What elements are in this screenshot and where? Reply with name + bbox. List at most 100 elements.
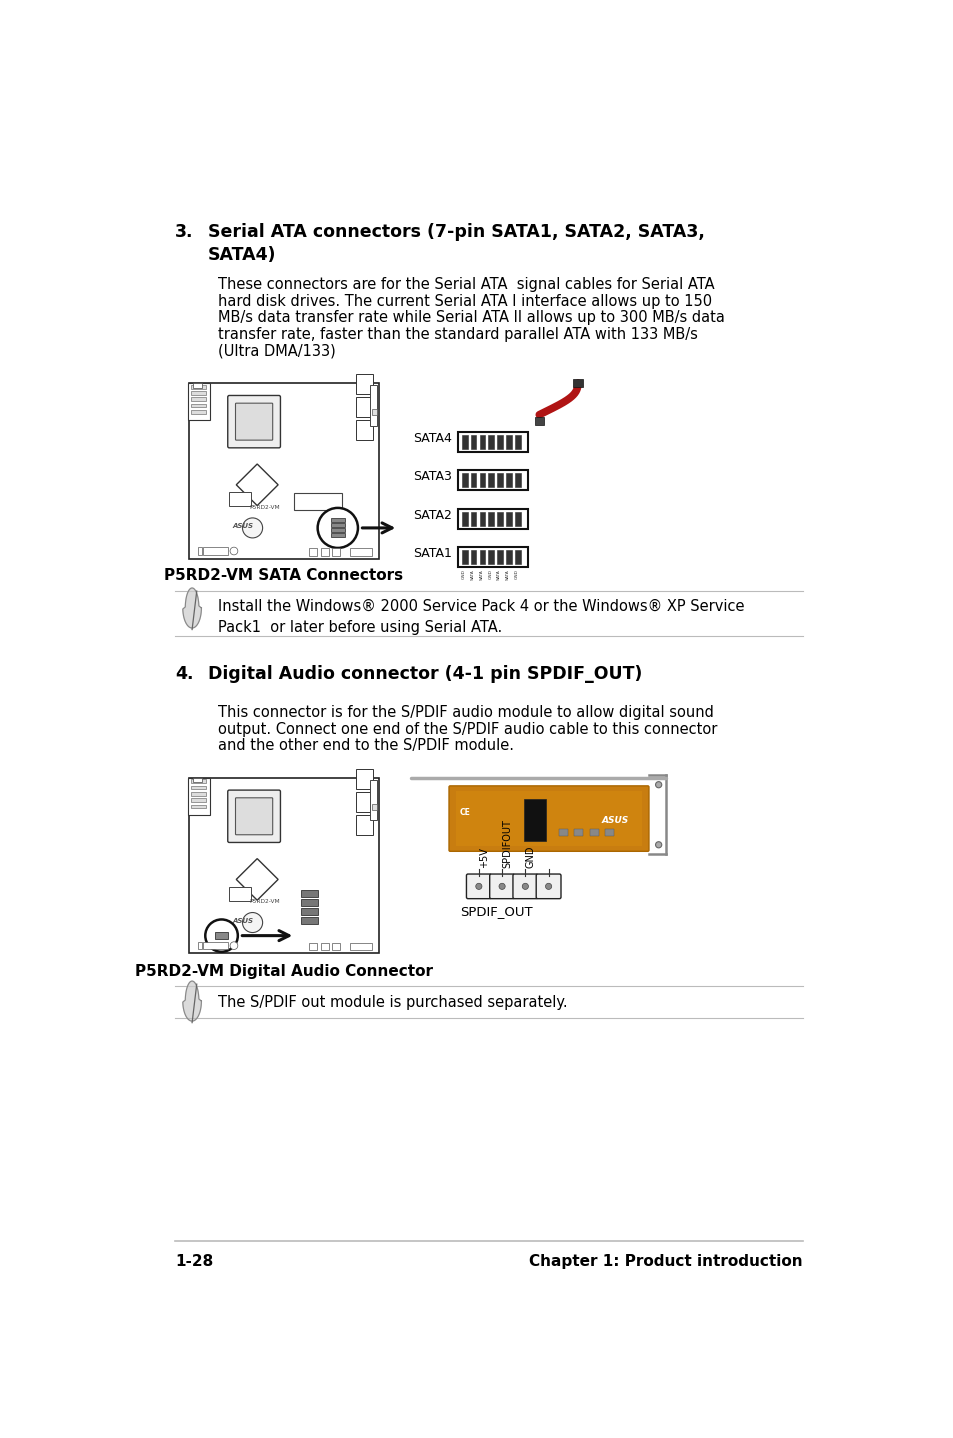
Text: Install the Windows® 2000 Service Pack 4 or the Windows® XP Service
Pack1  or la: Install the Windows® 2000 Service Pack 4… xyxy=(217,598,743,634)
Circle shape xyxy=(655,782,661,788)
Bar xyxy=(301,890,318,897)
Bar xyxy=(573,380,582,387)
Bar xyxy=(470,551,476,564)
Circle shape xyxy=(242,518,262,538)
Bar xyxy=(589,828,598,837)
Text: SATA4: SATA4 xyxy=(413,431,452,444)
Bar xyxy=(331,533,344,536)
Bar xyxy=(229,492,251,506)
Bar xyxy=(505,512,512,526)
Bar xyxy=(574,828,583,837)
Bar xyxy=(355,815,373,835)
Bar xyxy=(188,778,210,815)
Bar xyxy=(355,374,373,394)
Text: SATA2: SATA2 xyxy=(413,509,452,522)
Polygon shape xyxy=(183,981,201,1021)
Bar xyxy=(191,785,206,789)
Bar xyxy=(497,434,502,449)
FancyBboxPatch shape xyxy=(536,874,560,899)
Circle shape xyxy=(230,548,237,555)
Text: GND: GND xyxy=(461,569,465,580)
FancyBboxPatch shape xyxy=(228,789,280,843)
Text: ASUS: ASUS xyxy=(233,523,253,529)
Bar xyxy=(332,942,340,951)
Bar xyxy=(488,434,494,449)
Bar xyxy=(515,434,520,449)
Bar xyxy=(461,434,467,449)
Bar xyxy=(191,798,206,802)
Bar xyxy=(332,548,340,555)
Bar xyxy=(470,434,476,449)
Bar xyxy=(505,473,512,487)
Bar xyxy=(309,548,316,555)
Bar xyxy=(461,512,467,526)
Bar xyxy=(488,473,494,487)
Text: MB/s data transfer rate while Serial ATA II allows up to 300 MB/s data: MB/s data transfer rate while Serial ATA… xyxy=(217,311,723,325)
Bar xyxy=(479,473,485,487)
Circle shape xyxy=(205,919,237,952)
Bar xyxy=(191,779,206,784)
Text: 4.: 4. xyxy=(174,664,193,683)
Text: Serial ATA connectors (7-pin SATA1, SATA2, SATA3,
SATA4): Serial ATA connectors (7-pin SATA1, SATA… xyxy=(208,223,703,265)
Bar xyxy=(457,470,527,490)
Bar xyxy=(488,551,494,564)
Text: 1-28: 1-28 xyxy=(174,1254,213,1268)
Polygon shape xyxy=(236,858,278,900)
Polygon shape xyxy=(236,464,278,506)
FancyBboxPatch shape xyxy=(489,874,514,899)
Text: SATA: SATA xyxy=(505,569,510,581)
Bar xyxy=(470,512,476,526)
Text: CE: CE xyxy=(459,808,470,817)
Text: GND: GND xyxy=(488,569,492,580)
Circle shape xyxy=(545,883,551,890)
FancyBboxPatch shape xyxy=(449,785,648,851)
Bar xyxy=(523,798,545,841)
Bar xyxy=(191,391,206,395)
Bar xyxy=(191,410,206,414)
Bar xyxy=(193,778,202,782)
Bar xyxy=(497,473,502,487)
Bar xyxy=(470,473,476,487)
Text: +5V: +5V xyxy=(478,847,488,869)
Bar xyxy=(497,512,502,526)
Text: SATA: SATA xyxy=(479,569,483,581)
Text: P5RD2-VM Digital Audio Connector: P5RD2-VM Digital Audio Connector xyxy=(134,963,433,979)
Text: P5RD2-VM: P5RD2-VM xyxy=(250,505,280,510)
Bar xyxy=(488,512,494,526)
Text: transfer rate, faster than the standard parallel ATA with 133 MB/s: transfer rate, faster than the standard … xyxy=(217,326,697,342)
Circle shape xyxy=(242,913,262,933)
Bar xyxy=(320,548,328,555)
Text: output. Connect one end of the S/PDIF audio cable to this connector: output. Connect one end of the S/PDIF au… xyxy=(217,722,717,736)
Bar xyxy=(198,942,202,949)
Bar xyxy=(198,548,202,555)
Text: SATA: SATA xyxy=(470,569,474,581)
Circle shape xyxy=(476,883,481,890)
Circle shape xyxy=(521,883,528,890)
Bar xyxy=(461,551,467,564)
Text: The S/PDIF out module is purchased separately.: The S/PDIF out module is purchased separ… xyxy=(217,995,567,1009)
Bar xyxy=(309,942,316,951)
FancyBboxPatch shape xyxy=(235,403,273,440)
Bar xyxy=(355,397,373,417)
Bar xyxy=(294,493,341,510)
Bar xyxy=(355,768,373,788)
Bar xyxy=(604,828,614,837)
Bar xyxy=(355,792,373,811)
Bar xyxy=(331,528,344,532)
Bar xyxy=(372,410,376,416)
Bar xyxy=(457,509,527,529)
Text: SPDIF_OUT: SPDIF_OUT xyxy=(459,905,532,917)
Bar xyxy=(191,404,206,407)
Bar xyxy=(456,791,641,847)
Text: GND: GND xyxy=(525,846,535,869)
Bar xyxy=(229,887,251,902)
Polygon shape xyxy=(183,588,201,628)
Bar xyxy=(457,548,527,567)
Bar xyxy=(457,431,527,452)
Text: hard disk drives. The current Serial ATA I interface allows up to 150: hard disk drives. The current Serial ATA… xyxy=(217,293,711,309)
Text: SATA: SATA xyxy=(497,569,500,581)
Bar xyxy=(331,523,344,526)
Circle shape xyxy=(655,841,661,848)
Bar xyxy=(515,473,520,487)
Circle shape xyxy=(230,942,237,949)
